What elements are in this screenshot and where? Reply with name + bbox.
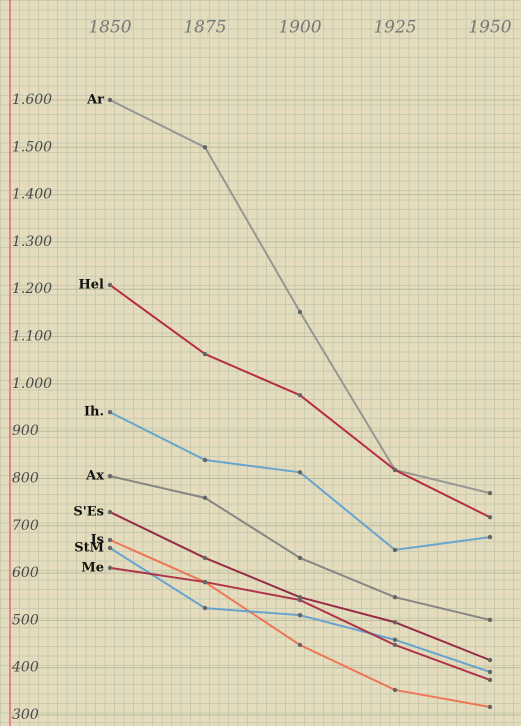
x-tick-label: 1850 (88, 18, 131, 38)
point (108, 474, 112, 478)
point (298, 310, 302, 314)
y-tick-label: 1.100 (12, 329, 52, 345)
y-tick-label: 500 (12, 612, 39, 628)
point (298, 598, 302, 602)
point (393, 643, 397, 647)
x-tick-label: 1900 (278, 18, 321, 38)
x-tick-label: 1925 (373, 18, 416, 38)
y-tick-label: 1.300 (12, 234, 52, 250)
y-tick-label: 600 (12, 565, 39, 581)
series-label: Hel (79, 277, 105, 292)
point (488, 491, 492, 495)
series-label: Ih. (84, 405, 104, 420)
point (298, 556, 302, 560)
x-tick-label: 1875 (183, 18, 226, 38)
point (488, 535, 492, 539)
point (203, 606, 207, 610)
point (108, 566, 112, 570)
point (108, 410, 112, 414)
series-label: Me (81, 560, 104, 575)
series-line (110, 285, 490, 517)
point (393, 548, 397, 552)
series-line (110, 100, 490, 493)
series-label: Ar (86, 93, 104, 108)
series-label: StM (74, 541, 104, 556)
y-tick-label: 1.400 (12, 187, 52, 203)
point (108, 538, 112, 542)
point (203, 458, 207, 462)
point (393, 638, 397, 642)
y-tick-label: 1.600 (12, 92, 52, 108)
point (203, 556, 207, 560)
series-label: Ax (85, 469, 104, 484)
point (298, 470, 302, 474)
y-tick-label: 700 (12, 518, 39, 534)
point (488, 658, 492, 662)
series-label: S'Es (73, 505, 104, 520)
point (488, 515, 492, 519)
point (393, 595, 397, 599)
y-tick-label: 1.500 (12, 139, 52, 155)
series-line (110, 512, 490, 660)
series-line (110, 548, 490, 672)
point (393, 620, 397, 624)
point (393, 468, 397, 472)
chart: 1.600 1.500 1.400 1.300 1.200 1.100 1.000 900 80… (0, 0, 521, 726)
point (488, 670, 492, 674)
y-tick-label: 900 (12, 423, 39, 439)
point (203, 352, 207, 356)
point (108, 283, 112, 287)
point (108, 98, 112, 102)
series-line (110, 540, 490, 707)
point (393, 688, 397, 692)
point (108, 546, 112, 550)
point (488, 618, 492, 622)
series-line (110, 412, 490, 550)
point (298, 393, 302, 397)
point (108, 510, 112, 514)
point (203, 145, 207, 149)
y-tick-label: 1.200 (12, 281, 52, 297)
point (203, 496, 207, 500)
point (298, 613, 302, 617)
y-tick-label: 400 (11, 660, 39, 676)
point (298, 643, 302, 647)
y-tick-label: 800 (12, 470, 39, 486)
point (488, 705, 492, 709)
y-tick-label: 300 (12, 707, 39, 723)
point (488, 678, 492, 682)
y-tick-label: 1.000 (12, 376, 52, 392)
x-tick-label: 1950 (468, 18, 511, 38)
point (203, 580, 207, 584)
